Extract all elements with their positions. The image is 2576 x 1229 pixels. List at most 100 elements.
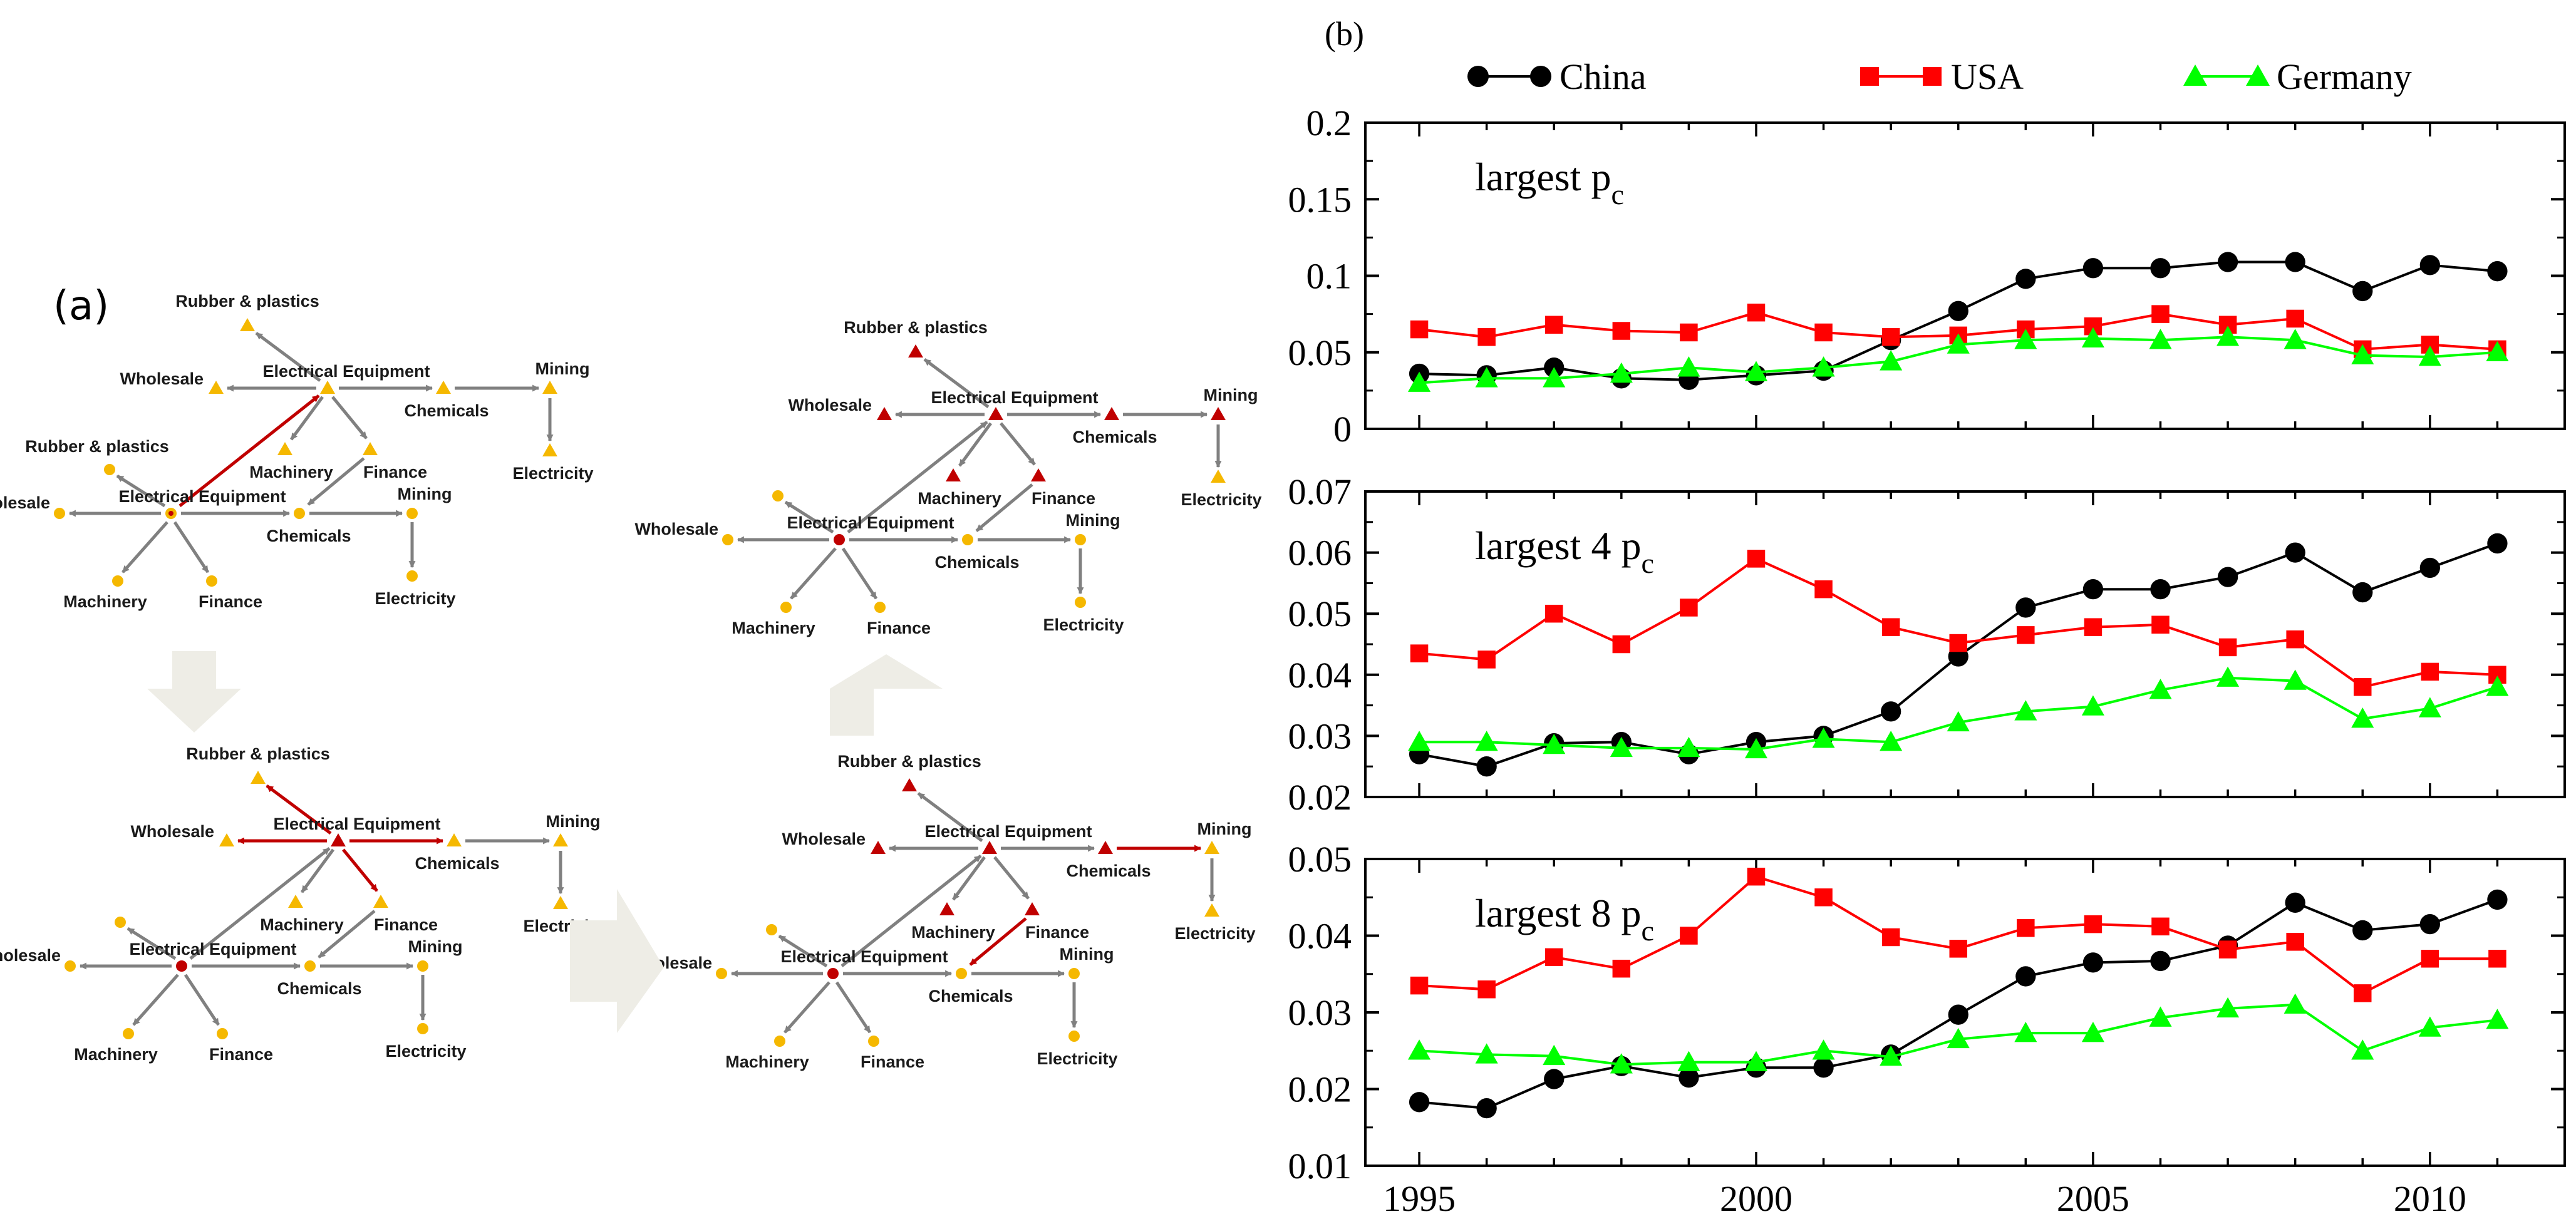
data-point [1410,644,1429,662]
label-upper-wholesale: Wholesale [782,830,866,848]
node-lower-mining [417,960,428,972]
x-tick-label: 2010 [2394,1178,2466,1219]
data-point [1677,736,1700,758]
node-upper-mining [542,381,557,394]
series-germany [1408,326,2509,392]
edge-lower-electrical-rubber [116,474,166,508]
node-lower-machinery [112,575,123,587]
node-upper-machinery [946,468,961,481]
node-upper-electricity [1211,470,1226,483]
data-point [1947,1027,1970,1049]
chart-3: 0.01 0.02 0.03 0.04 0.05 1995 2000 2005 2010 larg… [1288,839,2566,1219]
data-point [1544,1069,1565,1089]
node-upper-mining [553,833,568,846]
edge-lower-electrical-machinery [122,521,168,573]
label-lower-electricity: Electricity [385,1042,466,1061]
edge-electrical-finance [993,856,1030,900]
data-point [1812,728,1835,748]
label-lower-chemicals: Chemicals [928,987,1013,1005]
data-point [2017,626,2035,644]
node-upper-finance [1025,902,1040,915]
node-upper-finance [373,895,388,908]
data-point [1881,328,1900,346]
node-upper-wholesale [871,841,886,854]
data-point [2352,280,2373,302]
y-tick-label: 0.03 [1288,992,1352,1033]
x-tick-label: 2000 [1720,1178,1792,1219]
node-lower-wholesale [722,534,733,545]
node-upper-mining [1211,407,1226,420]
node-upper-rubber [902,778,917,791]
label-upper-finance: Finance [374,915,438,934]
label-lower-finance: Finance [867,619,931,637]
legend-marker-end [2246,64,2270,86]
data-point [1747,550,1766,568]
data-point [2014,329,2037,349]
node-upper-wholesale [209,381,224,394]
node-upper-machinery [939,902,954,915]
label-lower-machinery: Machinery [732,619,815,637]
data-point [1544,948,1563,967]
node-upper-chemicals [1098,841,1113,854]
data-point [1881,928,1900,947]
data-point [2216,666,2240,687]
data-point [2351,707,2374,728]
label-lower-electrical: Electrical Equipment [129,940,296,959]
edge-lower-upper-electrical [847,421,988,533]
node-upper-finance [1031,468,1046,481]
data-point [1477,650,1496,669]
y-tick-label: 0.06 [1288,533,1352,573]
data-point [1949,940,1967,958]
label-upper-electricity: Electricity [512,464,593,483]
data-point [2149,1006,2172,1027]
data-point [2014,700,2037,721]
data-point [2082,258,2104,279]
node-lower-mining [1075,534,1086,545]
label-upper-wholesale: Wholesale [120,369,204,388]
data-point [1543,1044,1566,1066]
chart-title: largest pc [1475,155,1624,210]
panel-a-label: (a) [53,283,109,329]
edge-electrical-machinery [300,848,335,893]
legend-item-china: China [1467,56,1647,97]
label-lower-electrical: Electrical Equipment [787,513,954,532]
node-lower-finance [868,1036,879,1047]
data-point [2419,913,2440,935]
label-upper-electrical: Electrical Equipment [931,388,1098,407]
data-point [2421,950,2439,968]
node-lower-machinery [780,602,792,613]
data-point [2081,327,2104,347]
node-lower-chemicals [956,968,967,979]
y-tick-label: 0.01 [1288,1146,1352,1186]
data-point [1410,976,1429,995]
node-upper-rubber [251,771,266,784]
node-upper-electrical [320,381,335,394]
y-tick-label: 0.05 [1288,839,1352,880]
series-china [1409,533,2508,777]
node-upper-chemicals [436,381,451,394]
label-upper-finance: Finance [1025,923,1089,942]
label-upper-machinery: Machinery [911,923,995,942]
data-point [1814,323,1833,342]
label-upper-electricity: Electricity [1174,924,1255,943]
node-lower-finance [874,602,886,613]
data-point [1610,1053,1633,1074]
label-lower-finance: Finance [199,592,262,611]
data-point [1744,361,1768,381]
label-upper-finance: Finance [1032,489,1095,508]
node-lower-electrical [176,960,187,972]
data-point [1477,328,1496,346]
data-point [2217,252,2238,272]
data-point [2015,966,2036,987]
edge-electrical-rubber [917,791,983,843]
node-upper-machinery [277,442,292,455]
data-point [2285,892,2305,913]
series-china [1409,252,2508,390]
label-upper-mining: Mining [1197,820,1252,838]
edge-lower-electrical-finance [173,521,210,573]
label-upper-chemicals: Chemicals [404,401,489,420]
node-upper-electrical [331,833,346,846]
data-point [2015,269,2036,289]
data-point [2284,669,2307,690]
y-tick-label: 0.05 [1288,332,1352,373]
